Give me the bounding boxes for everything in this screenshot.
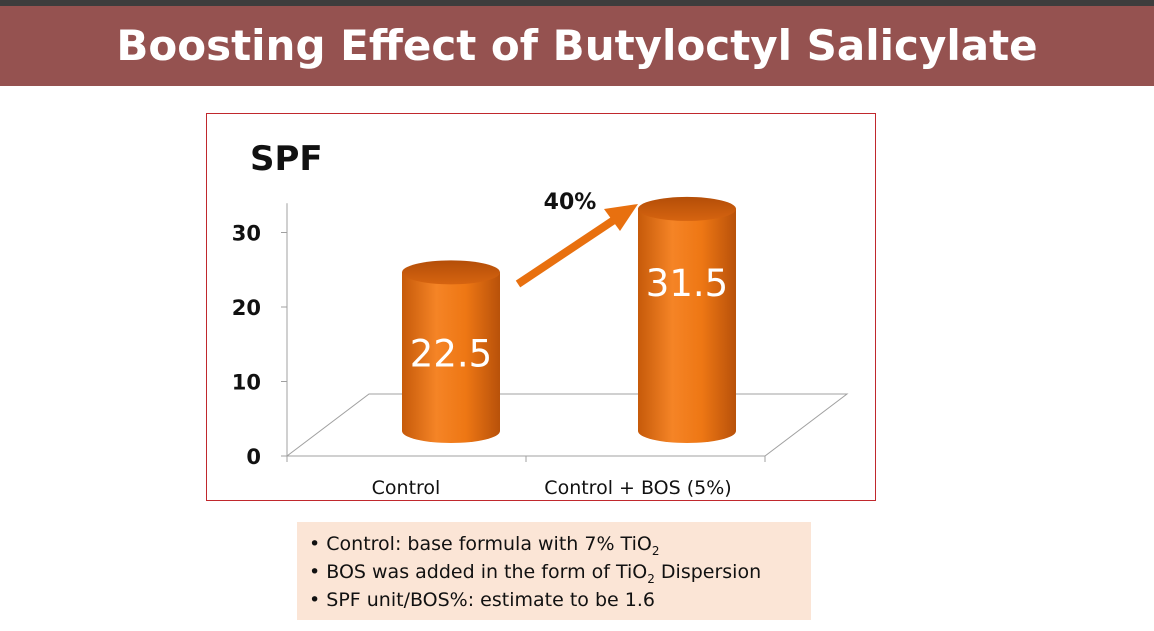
top-border <box>0 0 1154 6</box>
increase-annotation: 40% <box>544 190 597 215</box>
chart-frame: 0 10 20 30 SPF 22.5 31.5 Control Control + BOS (… <box>206 113 876 501</box>
y-tick-label: 0 <box>246 445 261 469</box>
title-banner: Boosting Effect of Butyloctyl Salicylate <box>0 6 1154 86</box>
y-axis-label: SPF <box>250 139 323 179</box>
note-bos-subscript: 2 <box>647 571 655 586</box>
x-category-label: Control <box>372 477 441 499</box>
note-bos: • BOS was added in the form of TiO2 Disp… <box>309 558 811 586</box>
chart-floor <box>285 393 849 457</box>
note-bos-text: BOS was added in the form of TiO <box>326 561 648 583</box>
bar-value-label: 22.5 <box>410 332 492 375</box>
note-control-text: Control: base formula with 7% TiO <box>326 533 652 555</box>
bar-body <box>402 272 500 443</box>
bar-body <box>638 208 736 443</box>
spf-bar-chart: 0 10 20 30 SPF 22.5 31.5 Control Control + BOS (… <box>232 139 849 499</box>
y-tick-label: 20 <box>232 296 261 320</box>
bullet: • <box>309 533 321 555</box>
bar <box>638 196 736 443</box>
y-tick-label: 30 <box>232 222 261 246</box>
increase-arrow <box>515 210 626 288</box>
note-control-subscript: 2 <box>651 543 660 558</box>
bar-top <box>402 260 500 285</box>
bar-top <box>638 196 736 221</box>
notes-box: • Control: base formula with 7% TiO2 • B… <box>297 522 811 620</box>
bar-value-label: 31.5 <box>646 262 728 305</box>
bullet: • <box>309 589 321 611</box>
note-control: • Control: base formula with 7% TiO2 <box>309 530 811 558</box>
bullet: • <box>309 561 321 583</box>
note-spf-unit-text: SPF unit/BOS%: estimate to be 1.6 <box>326 589 655 611</box>
bar <box>402 260 500 443</box>
x-category-label: Control + BOS (5%) <box>544 477 731 499</box>
increase-arrowhead <box>604 204 638 231</box>
note-bos-text-end: Dispersion <box>654 561 762 583</box>
slide-title: Boosting Effect of Butyloctyl Salicylate <box>116 21 1038 70</box>
note-spf-unit: • SPF unit/BOS%: estimate to be 1.6 <box>309 586 811 614</box>
y-tick-label: 10 <box>232 371 261 395</box>
